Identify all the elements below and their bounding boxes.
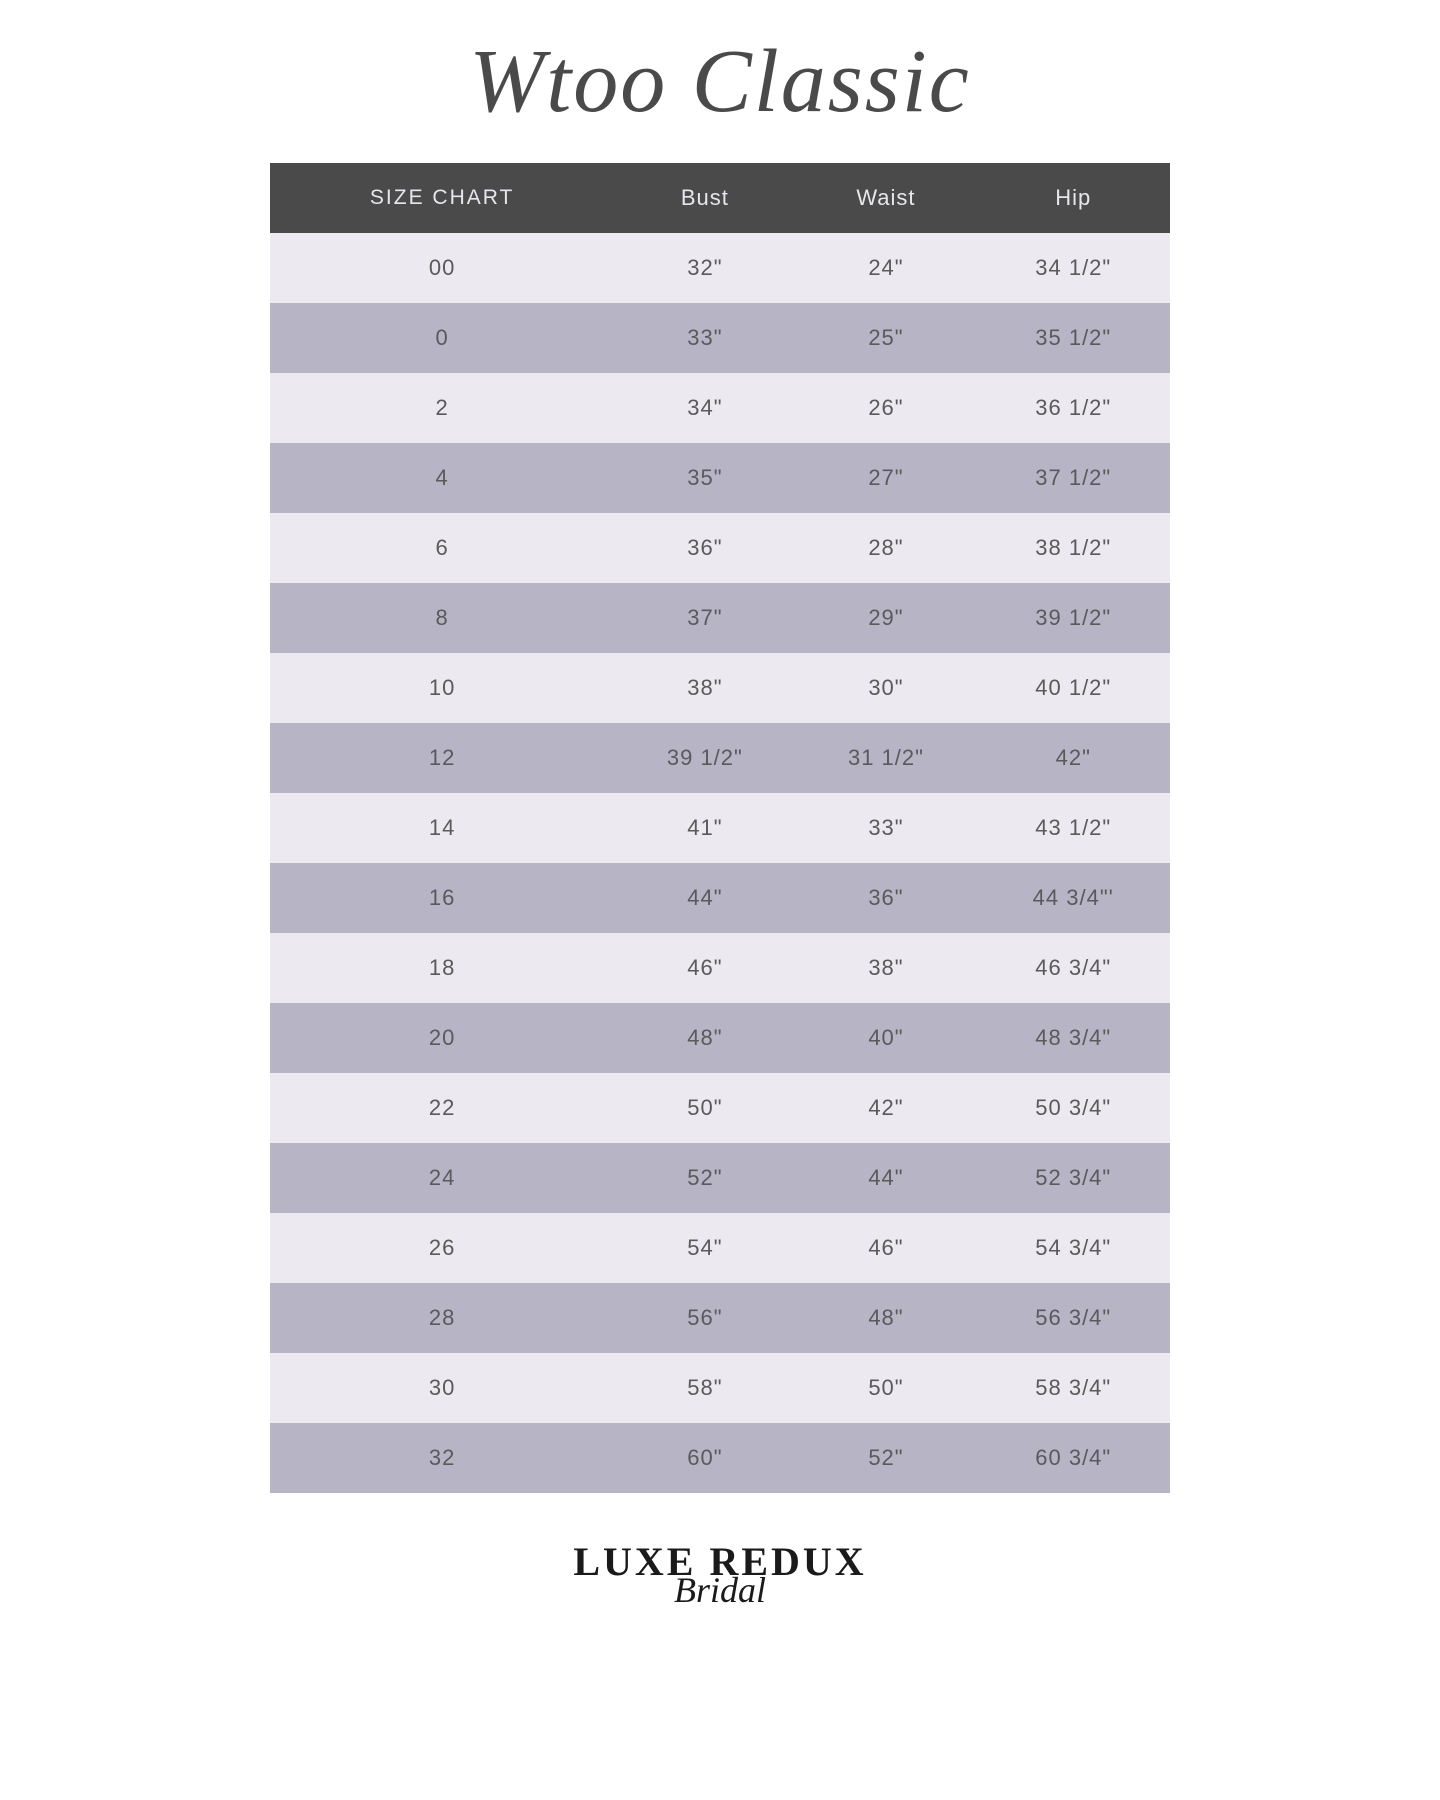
- table-cell: 39 1/2": [614, 723, 795, 793]
- table-cell: 46 3/4": [977, 933, 1171, 1003]
- table-cell: 34": [614, 373, 795, 443]
- table-cell: 26: [270, 1213, 614, 1283]
- table-cell: 58": [614, 1353, 795, 1423]
- table-cell: 44 3/4"': [977, 863, 1171, 933]
- table-cell: 50": [614, 1073, 795, 1143]
- table-cell: 36": [614, 513, 795, 583]
- table-cell: 54": [614, 1213, 795, 1283]
- table-cell: 2: [270, 373, 614, 443]
- table-cell: 56 3/4": [977, 1283, 1171, 1353]
- table-cell: 26": [795, 373, 976, 443]
- col-bust: Bust: [614, 163, 795, 233]
- table-cell: 28": [795, 513, 976, 583]
- table-cell: 33": [614, 303, 795, 373]
- table-row: 234"26"36 1/2": [270, 373, 1170, 443]
- table-cell: 31 1/2": [795, 723, 976, 793]
- table-cell: 32: [270, 1423, 614, 1493]
- table-row: 1644"36"44 3/4"': [270, 863, 1170, 933]
- table-cell: 25": [795, 303, 976, 373]
- table-cell: 35 1/2": [977, 303, 1171, 373]
- table-cell: 48 3/4": [977, 1003, 1171, 1073]
- table-cell: 44": [795, 1143, 976, 1213]
- table-cell: 52": [795, 1423, 976, 1493]
- table-cell: 54 3/4": [977, 1213, 1171, 1283]
- table-row: 2250"42"50 3/4": [270, 1073, 1170, 1143]
- table-cell: 38 1/2": [977, 513, 1171, 583]
- table-cell: 22: [270, 1073, 614, 1143]
- table-header-row: SIZE CHART Bust Waist Hip: [270, 163, 1170, 233]
- table-cell: 50 3/4": [977, 1073, 1171, 1143]
- table-cell: 37": [614, 583, 795, 653]
- table-cell: 0: [270, 303, 614, 373]
- table-cell: 33": [795, 793, 976, 863]
- table-cell: 52": [614, 1143, 795, 1213]
- table-cell: 58 3/4": [977, 1353, 1171, 1423]
- table-cell: 27": [795, 443, 976, 513]
- table-cell: 29": [795, 583, 976, 653]
- table-row: 837"29"39 1/2": [270, 583, 1170, 653]
- table-cell: 30: [270, 1353, 614, 1423]
- table-row: 2452"44"52 3/4": [270, 1143, 1170, 1213]
- table-cell: 00: [270, 233, 614, 303]
- table-row: 435"27"37 1/2": [270, 443, 1170, 513]
- col-hip: Hip: [977, 163, 1171, 233]
- table-cell: 48": [614, 1003, 795, 1073]
- table-cell: 38": [614, 653, 795, 723]
- table-cell: 18: [270, 933, 614, 1003]
- table-cell: 37 1/2": [977, 443, 1171, 513]
- footer-logo: LUXE REDUX Bridal: [573, 1538, 866, 1611]
- table-cell: 41": [614, 793, 795, 863]
- table-cell: 20: [270, 1003, 614, 1073]
- table-cell: 60 3/4": [977, 1423, 1171, 1493]
- table-cell: 44": [614, 863, 795, 933]
- table-cell: 43 1/2": [977, 793, 1171, 863]
- table-cell: 24": [795, 233, 976, 303]
- table-row: 1846"38"46 3/4": [270, 933, 1170, 1003]
- table-cell: 32": [614, 233, 795, 303]
- table-row: 3260"52"60 3/4": [270, 1423, 1170, 1493]
- col-size: SIZE CHART: [270, 163, 614, 233]
- table-cell: 40 1/2": [977, 653, 1171, 723]
- table-row: 1441"33"43 1/2": [270, 793, 1170, 863]
- table-cell: 35": [614, 443, 795, 513]
- table-cell: 46": [614, 933, 795, 1003]
- table-cell: 30": [795, 653, 976, 723]
- table-row: 2654"46"54 3/4": [270, 1213, 1170, 1283]
- table-cell: 4: [270, 443, 614, 513]
- table-cell: 6: [270, 513, 614, 583]
- table-cell: 60": [614, 1423, 795, 1493]
- table-cell: 50": [795, 1353, 976, 1423]
- table-row: 636"28"38 1/2": [270, 513, 1170, 583]
- table-row: 2856"48"56 3/4": [270, 1283, 1170, 1353]
- table-cell: 42": [795, 1073, 976, 1143]
- table-cell: 8: [270, 583, 614, 653]
- table-cell: 52 3/4": [977, 1143, 1171, 1213]
- table-cell: 24: [270, 1143, 614, 1213]
- table-cell: 40": [795, 1003, 976, 1073]
- table-cell: 16: [270, 863, 614, 933]
- table-row: 1239 1/2"31 1/2"42": [270, 723, 1170, 793]
- table-cell: 14: [270, 793, 614, 863]
- table-row: 0032"24"34 1/2": [270, 233, 1170, 303]
- table-cell: 36": [795, 863, 976, 933]
- size-chart-table: SIZE CHART Bust Waist Hip 0032"24"34 1/2…: [270, 163, 1170, 1493]
- table-row: 1038"30"40 1/2": [270, 653, 1170, 723]
- table-cell: 10: [270, 653, 614, 723]
- table-cell: 48": [795, 1283, 976, 1353]
- table-cell: 42": [977, 723, 1171, 793]
- table-cell: 56": [614, 1283, 795, 1353]
- table-row: 033"25"35 1/2": [270, 303, 1170, 373]
- table-cell: 12: [270, 723, 614, 793]
- col-waist: Waist: [795, 163, 976, 233]
- table-row: 3058"50"58 3/4": [270, 1353, 1170, 1423]
- page-title: Wtoo Classic: [469, 30, 971, 133]
- table-cell: 34 1/2": [977, 233, 1171, 303]
- table-cell: 39 1/2": [977, 583, 1171, 653]
- table-cell: 46": [795, 1213, 976, 1283]
- table-cell: 38": [795, 933, 976, 1003]
- table-row: 2048"40"48 3/4": [270, 1003, 1170, 1073]
- table-cell: 36 1/2": [977, 373, 1171, 443]
- table-cell: 28: [270, 1283, 614, 1353]
